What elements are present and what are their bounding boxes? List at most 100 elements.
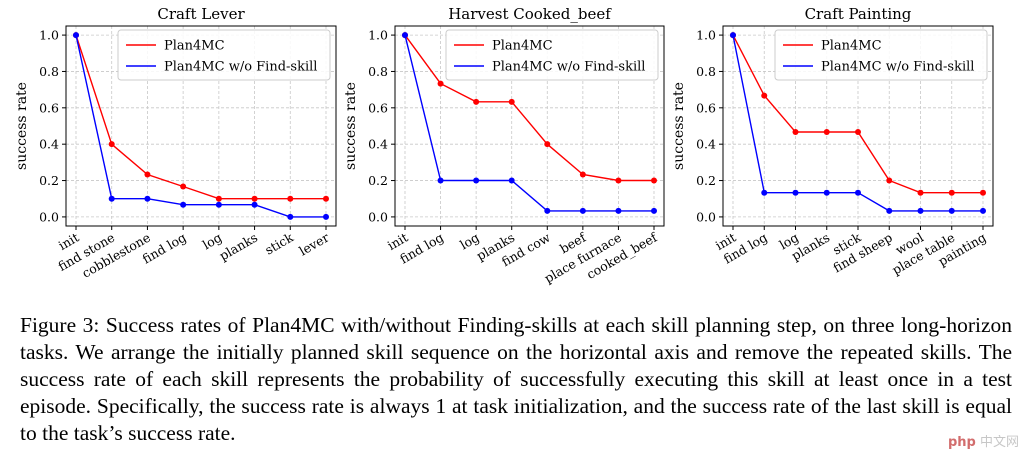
data-point-wo-find-skill — [73, 32, 79, 39]
y-tick-label: 0.4 — [368, 137, 388, 152]
data-point-plan4mc — [180, 183, 187, 190]
legend: Plan4MC Plan4MC w/o Find-skill — [445, 29, 659, 81]
data-point-wo-find-skill — [287, 213, 294, 220]
data-point-plan4mc — [823, 129, 830, 135]
y-tick-label: 1.0 — [696, 28, 716, 43]
figure-caption: Figure 3: Success rates of Plan4MC with/… — [20, 313, 1012, 445]
data-point-wo-find-skill — [508, 177, 515, 184]
y-tick-label: 0.4 — [696, 137, 716, 152]
x-tick-label: stick — [262, 229, 296, 257]
data-point-wo-find-skill — [437, 177, 444, 184]
y-tick-label: 0.0 — [368, 209, 388, 224]
legend: Plan4MC Plan4MC w/o Find-skill — [774, 29, 988, 81]
legend-label: Plan4MC w/o Find-skill — [492, 60, 645, 75]
y-tick-label: 1.0 — [39, 28, 59, 43]
y-tick-label: 0.0 — [696, 209, 716, 224]
data-point-plan4mc — [761, 92, 768, 99]
data-point-plan4mc — [251, 195, 258, 202]
y-axis-label: success rate — [671, 82, 687, 170]
y-tick-label: 0.2 — [696, 173, 716, 188]
data-point-wo-find-skill — [251, 201, 258, 208]
y-axis-label: success rate — [343, 82, 359, 170]
legend-label: Plan4MC — [164, 39, 225, 54]
data-point-plan4mc — [886, 177, 893, 184]
legend-box — [445, 29, 659, 81]
data-point-wo-find-skill — [855, 189, 861, 196]
data-point-wo-find-skill — [761, 189, 768, 196]
data-point-wo-find-skill — [980, 207, 986, 214]
data-point-plan4mc — [980, 189, 986, 196]
data-point-wo-find-skill — [108, 195, 115, 202]
series-line-wo-find-skill — [404, 34, 654, 212]
data-point-plan4mc — [615, 177, 622, 184]
y-tick-label: 0.8 — [39, 64, 59, 79]
data-point-plan4mc — [579, 171, 586, 178]
watermark: php 中文网 — [948, 431, 1019, 450]
legend-label: Plan4MC — [492, 39, 553, 54]
data-point-plan4mc — [948, 189, 955, 196]
legend-label: Plan4MC w/o Find-skill — [164, 60, 317, 75]
watermark-site: 中文网 — [979, 435, 1019, 450]
data-point-plan4mc — [323, 195, 329, 202]
data-point-wo-find-skill — [579, 207, 586, 214]
legend-box — [117, 29, 331, 81]
data-point-wo-find-skill — [323, 213, 329, 220]
data-point-wo-find-skill — [144, 195, 151, 202]
data-point-wo-find-skill — [886, 207, 893, 214]
y-tick-label: 1.0 — [368, 28, 388, 43]
chart-title: Craft Lever — [157, 5, 245, 23]
data-point-wo-find-skill — [948, 207, 955, 214]
y-tick-label: 0.2 — [368, 173, 388, 188]
legend-label: Plan4MC — [821, 39, 882, 54]
data-point-plan4mc — [508, 98, 515, 105]
x-tick-label: lever — [296, 230, 331, 259]
data-point-wo-find-skill — [792, 189, 799, 196]
chart-title: Harvest Cooked_beef — [448, 5, 612, 23]
y-tick-label: 0.6 — [696, 100, 716, 115]
y-tick-label: 0.8 — [368, 64, 388, 79]
data-point-wo-find-skill — [615, 207, 622, 214]
data-point-plan4mc — [437, 80, 444, 87]
figure-3: 0.0 0.2 0.4 0.6 0.8 1.0 init find stone cobblest… — [14, 5, 994, 286]
series-line-wo-find-skill — [75, 34, 326, 218]
data-point-wo-find-skill — [917, 207, 924, 214]
legend-label: Plan4MC w/o Find-skill — [821, 60, 974, 75]
data-point-wo-find-skill — [651, 207, 657, 214]
data-point-wo-find-skill — [473, 177, 480, 184]
data-point-wo-find-skill — [180, 201, 187, 208]
plot-frame — [394, 25, 665, 227]
legend-box — [774, 29, 988, 81]
data-point-plan4mc — [473, 98, 480, 105]
y-tick-label: 0.6 — [39, 100, 59, 115]
y-axis-label: success rate — [14, 82, 30, 170]
y-tick-label: 0.4 — [39, 137, 59, 152]
data-point-plan4mc — [144, 171, 151, 178]
series-line-plan4mc — [75, 34, 326, 200]
data-point-wo-find-skill — [215, 201, 222, 208]
data-point-plan4mc — [917, 189, 924, 196]
data-point-wo-find-skill — [823, 189, 830, 196]
data-point-plan4mc — [855, 129, 861, 135]
y-tick-label: 0.8 — [696, 64, 716, 79]
data-point-wo-find-skill — [544, 207, 551, 214]
plot-frame — [65, 25, 337, 227]
data-point-plan4mc — [287, 195, 294, 202]
x-tick-label: planks — [217, 230, 260, 264]
legend: Plan4MC Plan4MC w/o Find-skill — [117, 29, 331, 81]
data-point-plan4mc — [544, 141, 551, 148]
data-point-plan4mc — [651, 177, 657, 184]
series-line-plan4mc — [404, 34, 654, 182]
data-point-plan4mc — [215, 195, 222, 202]
y-tick-label: 0.2 — [39, 173, 59, 188]
data-point-plan4mc — [108, 141, 115, 148]
y-tick-label: 0.6 — [368, 100, 388, 115]
data-point-wo-find-skill — [402, 32, 408, 39]
chart-title: Craft Painting — [805, 5, 912, 23]
data-point-plan4mc — [792, 129, 799, 135]
y-tick-label: 0.0 — [39, 209, 59, 224]
data-point-wo-find-skill — [730, 32, 736, 39]
